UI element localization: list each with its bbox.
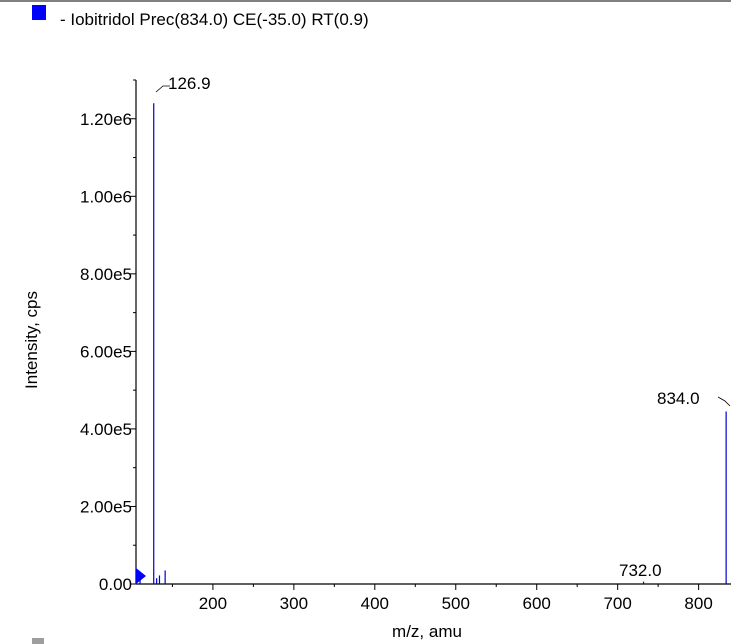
peaks	[139, 103, 727, 584]
annotation-label-126-9: 126.9	[168, 74, 211, 93]
x-tick-label: 700	[603, 594, 631, 613]
y-tick-label: 2.00e5	[80, 497, 132, 516]
x-tick-label: 200	[199, 594, 227, 613]
x-ticks: 200 300 400 500 600 700 800	[171, 584, 713, 613]
axis-origin-marker	[136, 568, 146, 584]
annotation-label-732-0: 732.0	[619, 561, 662, 580]
peak-annotations: 126.9 732.0 834.0	[155, 74, 731, 580]
axes	[135, 80, 731, 585]
y-tick-label: 6.00e5	[80, 342, 132, 361]
x-tick-label: 600	[523, 594, 551, 613]
y-ticks: 0.00 2.00e5 4.00e5 6.00e5 8.00e5 1.00e6 1.20e6	[80, 79, 136, 594]
y-tick-label: 4.00e5	[80, 420, 132, 439]
x-tick-label: 400	[361, 594, 389, 613]
partial-legend-swatch	[32, 638, 44, 644]
y-tick-label: 0.00	[99, 575, 132, 594]
legend-label: - Iobitridol Prec(834.0) CE(-35.0) RT(0.…	[60, 10, 369, 29]
x-tick-label: 500	[442, 594, 470, 613]
legend-swatch	[32, 5, 46, 20]
x-tick-label: 300	[280, 594, 308, 613]
annotation-leader-834-0	[717, 396, 731, 407]
annotation-leader-126-9	[155, 85, 170, 93]
y-tick-label: 8.00e5	[80, 265, 132, 284]
y-tick-label: 1.00e6	[80, 187, 132, 206]
y-tick-label: 1.20e6	[80, 110, 132, 129]
y-axis-title: Intensity, cps	[22, 291, 41, 389]
x-tick-label: 800	[684, 594, 712, 613]
x-axis-title: m/z, amu	[392, 622, 462, 641]
annotation-label-834-0: 834.0	[657, 389, 700, 408]
legend: - Iobitridol Prec(834.0) CE(-35.0) RT(0.…	[32, 5, 369, 29]
